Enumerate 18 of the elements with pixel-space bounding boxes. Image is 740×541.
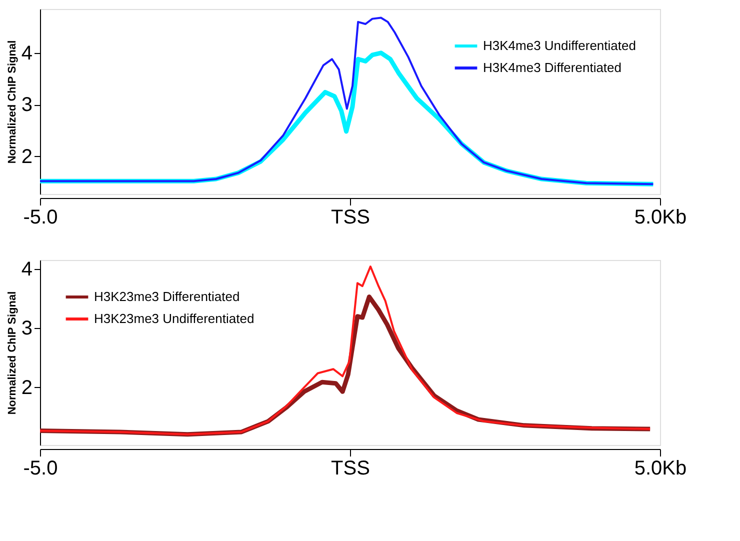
y-axis-title: Normalized ChIP Signal <box>6 40 18 164</box>
y-tick-label: 3 <box>21 94 32 116</box>
legend-label: H3K4me3 Differentiated <box>483 60 622 75</box>
legend-label: H3K23me3 Undifferentiated <box>94 311 254 326</box>
y-axis-title: Normalized ChIP Signal <box>6 291 18 415</box>
x-tick-label: 5.0Kb <box>634 206 687 228</box>
y-tick-label: 4 <box>21 258 32 280</box>
x-tick-label: TSS <box>331 206 370 228</box>
x-tick-label: -5.0 <box>23 458 58 480</box>
x-tick-label: 5.0Kb <box>634 458 687 480</box>
y-tick-label: 2 <box>21 146 32 168</box>
legend-label: H3K4me3 Undifferentiated <box>483 38 636 53</box>
x-tick-label: -5.0 <box>23 206 58 228</box>
y-tick-label: 2 <box>21 376 32 399</box>
y-tick-label: 3 <box>21 318 32 340</box>
legend-label: H3K23me3 Differentiated <box>94 289 240 304</box>
y-tick-label: 4 <box>21 42 32 64</box>
x-tick-label: TSS <box>331 458 370 480</box>
